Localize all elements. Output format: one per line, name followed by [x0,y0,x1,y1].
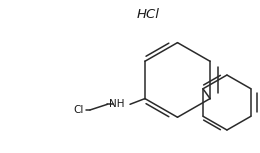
Text: Cl: Cl [74,105,84,115]
Text: HCl: HCl [136,8,159,21]
Text: NH: NH [109,99,125,109]
